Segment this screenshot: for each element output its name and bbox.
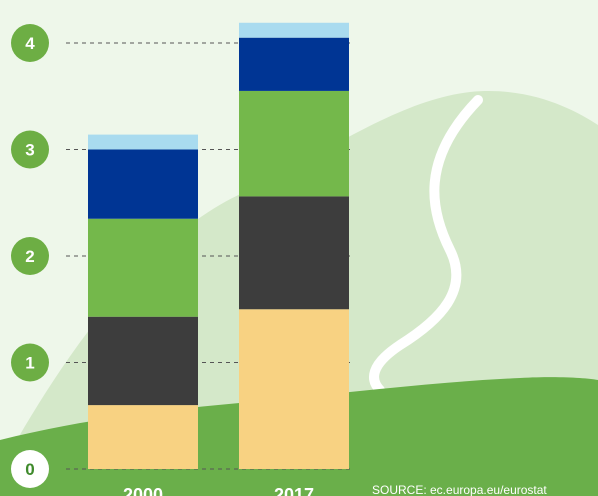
y-tick-label-1: 1 [25,354,34,373]
bar-segment-2017-3 [239,90,349,197]
bar-segment-2017-1 [239,309,349,469]
y-tick-circle-2 [11,237,49,275]
bar-segment-2017-4 [239,37,349,91]
y-tick-circle-3 [11,130,49,169]
x-category-label-2017: 2017 [274,485,314,496]
source-note: SOURCE: ec.europa.eu/eurostat [372,483,547,496]
y-tick-label-3: 3 [25,141,34,160]
y-tick-layer: 0 1 2 3 4 [11,24,49,488]
bar-segment-2017-2 [239,196,349,310]
y-tick-circle-0 [11,450,49,488]
y-tick-circle-1 [11,343,49,382]
y-tick-label-4: 4 [25,34,35,53]
bar-layer [88,22,349,469]
bar-segment-2000-2 [88,316,198,406]
bar-segment-2000-5 [88,134,198,150]
hill-path-line [369,95,483,395]
y-tick-label-2: 2 [25,247,34,266]
bar-segment-2017-5 [239,22,349,38]
bar-segment-2000-4 [88,149,198,219]
x-category-label-2000: 2000 [123,485,163,496]
bar-segment-2000-1 [88,405,198,469]
bar-segment-2000-3 [88,218,198,317]
y-tick-circle-4 [11,24,49,62]
x-label-layer: 2000 2017 [123,485,314,496]
y-tick-label-0: 0 [25,460,34,479]
